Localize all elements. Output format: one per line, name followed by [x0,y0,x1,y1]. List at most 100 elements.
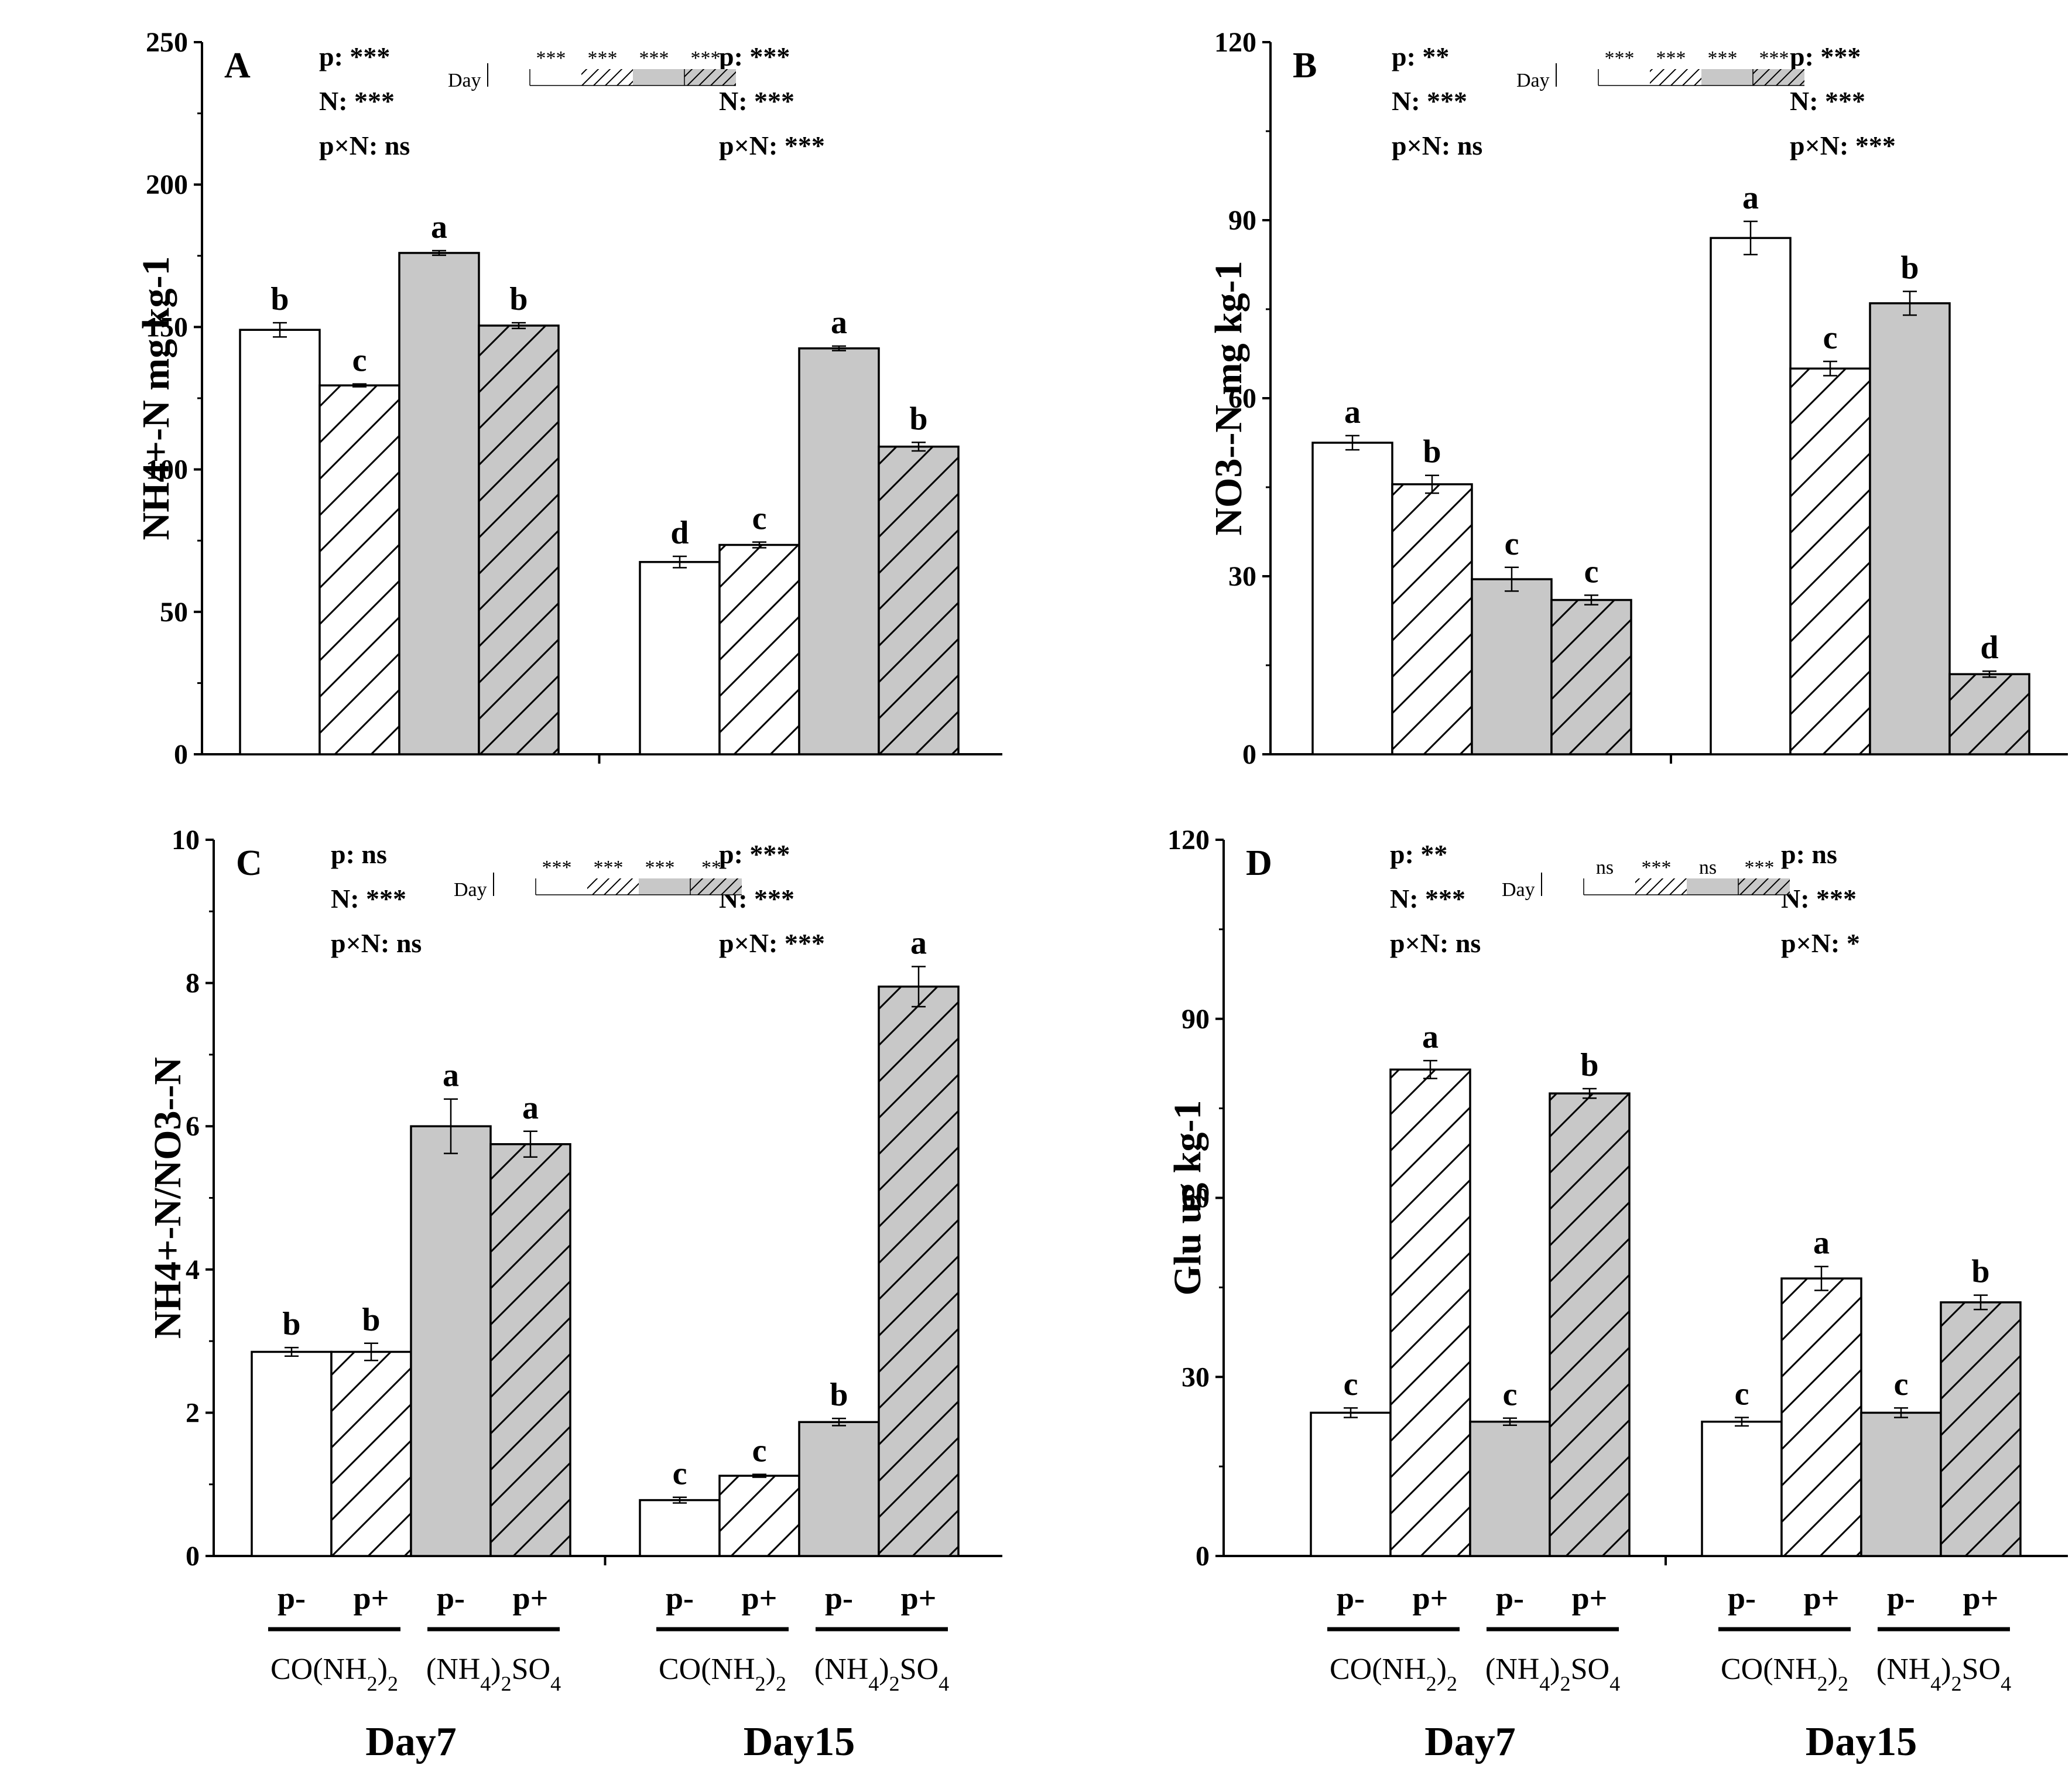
bar [1549,1092,1631,1557]
bar [1389,1068,1471,1557]
treatment-label: p+ [1572,1581,1608,1616]
significance-letter: b [282,1306,300,1342]
legend-swatch [1635,878,1687,895]
fertilizer-label: (NH4)2SO4 [426,1653,561,1695]
bar [1469,1420,1551,1557]
y-tick-label: 90 [1228,205,1256,236]
stat-n: N: *** [1392,86,1467,116]
stat-n: N: *** [319,86,395,116]
bar [318,384,400,755]
significance-letter: a [522,1090,539,1126]
panel-C: 0 2 4 6 8 10 NH4+-N/NO3--N Cb b a a p: ns N: *** p×N:… [146,825,1002,1764]
stat-p: p: *** [319,42,390,71]
legend-swatch [530,69,581,85]
bar [1789,367,1871,755]
legend-swatch [1738,878,1790,895]
legend-swatch [639,878,690,895]
legend-stat: ** [701,857,721,878]
treatment-label: p- [437,1581,465,1616]
day-label: Day15 [1806,1719,1917,1764]
bar [251,1350,333,1557]
bar [1310,1411,1392,1557]
y-tick-label: 100 [146,454,188,485]
legend-swatch [1701,69,1753,85]
panel-A: 0 50 100 150 200 250 NH4+-N mg kg-1 Ab c a b p: ***… [135,27,1002,770]
panel-letter: B [1293,46,1317,85]
stat-pxn: p×N: ns [1392,131,1482,160]
legend-stat: *** [536,47,566,69]
legend-swatch [1598,69,1650,85]
bar [1860,1411,1942,1557]
bar [1311,442,1393,755]
bar [239,329,321,755]
legend-stat: *** [542,857,572,878]
legend-stat: *** [1642,857,1672,878]
treatment-label: p- [825,1581,853,1616]
legend-stat: *** [1745,857,1775,878]
legend-swatch [1584,878,1635,895]
day-label: Day7 [1424,1719,1516,1764]
stat-pxn: p×N: *** [719,928,825,958]
treatment-label: p- [1887,1581,1915,1616]
significance-letter: a [1742,180,1759,216]
bar [1471,578,1553,755]
significance-letter: d [1980,630,1998,666]
legend-swatch [581,69,633,85]
y-tick-label: 60 [1181,1183,1210,1214]
fertilizer-label: (NH4)2SO4 [1876,1653,2011,1695]
bar [478,324,560,755]
legend-stat: *** [691,47,721,69]
legend-stat: ns [1596,857,1614,878]
stat-pxn: p×N: ns [1390,928,1481,958]
y-tick-label: 90 [1181,1004,1210,1035]
panel-letter: D [1246,843,1272,883]
y-tick-label: 2 [186,1397,200,1428]
y-tick-label: 0 [174,739,188,770]
day-label: Day15 [744,1719,855,1764]
legend-swatch [536,878,587,895]
stat-p: p: *** [1790,42,1861,71]
legend-stat: *** [645,857,675,878]
stat-n: N: *** [1790,86,1865,116]
legend-swatch [690,878,742,895]
stat-pxn: p×N: ns [319,131,410,160]
significance-letter: a [431,209,447,245]
legend-swatch [587,878,639,895]
panel-B: 0 30 60 90 120 NO3--N mg kg-1 Ba b c c p: ** N: ***… [1207,27,2068,770]
day-label: Day7 [365,1719,457,1764]
stat-p: p: *** [719,42,790,71]
significance-letter: b [1900,250,1919,286]
y-tick-label: 50 [160,597,188,628]
panel-letter: C [236,843,262,883]
significance-letter: c [1584,553,1599,590]
y-axis-label: Glu ug kg-1 [1166,1100,1209,1296]
stat-pxn: p×N: *** [719,131,825,160]
stat-p: p: *** [719,839,790,869]
bar [330,1350,412,1557]
panel-letter: A [224,46,251,85]
y-tick-label: 10 [172,825,200,856]
stat-n: N: *** [331,884,406,914]
legend-swatch [1687,878,1738,895]
bar [878,985,960,1557]
significance-letter: c [352,343,367,379]
bar [718,1475,800,1557]
treatment-label: p- [1728,1581,1756,1616]
bar [1940,1301,2022,1557]
bar [410,1125,492,1557]
fertilizer-label: CO(NH2)2 [659,1653,786,1695]
legend-swatch [1753,69,1804,85]
fertilizer-label: CO(NH2)2 [1330,1653,1457,1695]
stat-n: N: *** [1390,884,1465,914]
fertilizer-label: CO(NH2)2 [270,1653,398,1695]
y-tick-label: 30 [1181,1362,1210,1393]
fertilizer-label: (NH4)2SO4 [814,1653,949,1695]
significance-letter: c [1505,526,1519,562]
bar [718,543,800,755]
bar [798,347,880,755]
y-tick-label: 200 [146,169,188,200]
y-tick-label: 0 [186,1541,200,1572]
treatment-label: p- [666,1581,694,1616]
significance-letter: c [752,501,767,537]
legend-stat: *** [594,857,624,878]
